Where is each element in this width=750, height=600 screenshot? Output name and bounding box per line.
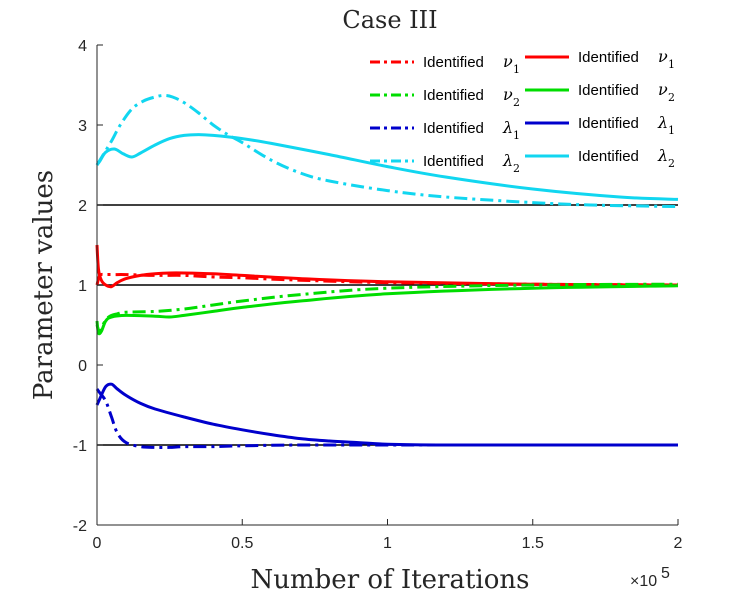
x-multiplier-base: ×10 (630, 573, 657, 590)
legend-subscript: 1 (668, 124, 675, 137)
legend-symbol: λ (502, 118, 513, 137)
legend-item: Identified ν 1 (525, 47, 675, 71)
series-line-8 (95, 133, 679, 201)
x-multiplier-exponent: 5 (661, 565, 670, 582)
x-tick-label: 0 (93, 535, 102, 552)
legend-subscript: 2 (668, 91, 675, 104)
legend-item: Identified ν 1 (370, 52, 520, 76)
legend-label: Identified (423, 87, 484, 104)
x-multiplier: ×10 5 (630, 565, 670, 590)
legend-symbol: ν (503, 52, 513, 71)
legend-subscript: 1 (513, 63, 520, 76)
legend-subscript: 2 (668, 157, 675, 170)
legend-symbol: ν (658, 80, 668, 99)
y-axis-label: Parameter values (29, 170, 59, 400)
legend-label: Identified (423, 54, 484, 71)
legend-symbol: λ (502, 151, 513, 170)
legend-symbol: ν (658, 47, 668, 66)
legend-label: Identified (423, 153, 484, 170)
series-line-7 (95, 93, 679, 209)
x-tick-label: 2 (674, 535, 683, 552)
series-line-4 (95, 284, 679, 336)
y-tick-label: 1 (78, 278, 87, 295)
series-line-6 (95, 382, 678, 447)
legend-item: Identified λ 1 (525, 113, 675, 137)
legend-item: Identified λ 1 (370, 118, 520, 142)
tick-labels: 0 0.5 1 1.5 2 -2 -1 0 1 2 3 4 (73, 38, 683, 552)
legend-item: Identified ν 2 (525, 80, 675, 104)
legend-symbol: λ (657, 146, 668, 165)
legend-item: Identified λ 2 (525, 146, 675, 170)
legend-label: Identified (578, 148, 639, 165)
legend-item: Identified ν 2 (370, 85, 520, 109)
y-tick-label: 4 (78, 38, 87, 55)
legend-label: Identified (578, 115, 639, 132)
y-tick-label: 2 (78, 198, 87, 215)
legend-item: Identified λ 2 (370, 151, 520, 175)
legend-label: Identified (423, 120, 484, 137)
legend-symbol: λ (657, 113, 668, 132)
y-tick-label: -1 (73, 438, 87, 455)
legend-label: Identified (578, 49, 639, 66)
x-axis-label: Number of Iterations (251, 565, 530, 595)
series-layer (95, 93, 679, 449)
legend-subscript: 2 (513, 162, 520, 175)
series-line-2 (95, 244, 679, 289)
x-tick-label: 0.5 (231, 535, 253, 552)
legend-subscript: 1 (513, 129, 520, 142)
legend-label: Identified (578, 82, 639, 99)
chart-title: Case III (342, 6, 437, 34)
x-tick-label: 1.5 (522, 535, 544, 552)
legend-subscript: 1 (668, 58, 675, 71)
legend-symbol: ν (503, 85, 513, 104)
axes (96, 44, 679, 526)
y-tick-label: 0 (78, 358, 87, 375)
y-tick-label: 3 (78, 118, 87, 135)
y-tick-label: -2 (73, 518, 87, 535)
x-tick-label: 1 (383, 535, 392, 552)
legend-subscript: 2 (513, 96, 520, 109)
